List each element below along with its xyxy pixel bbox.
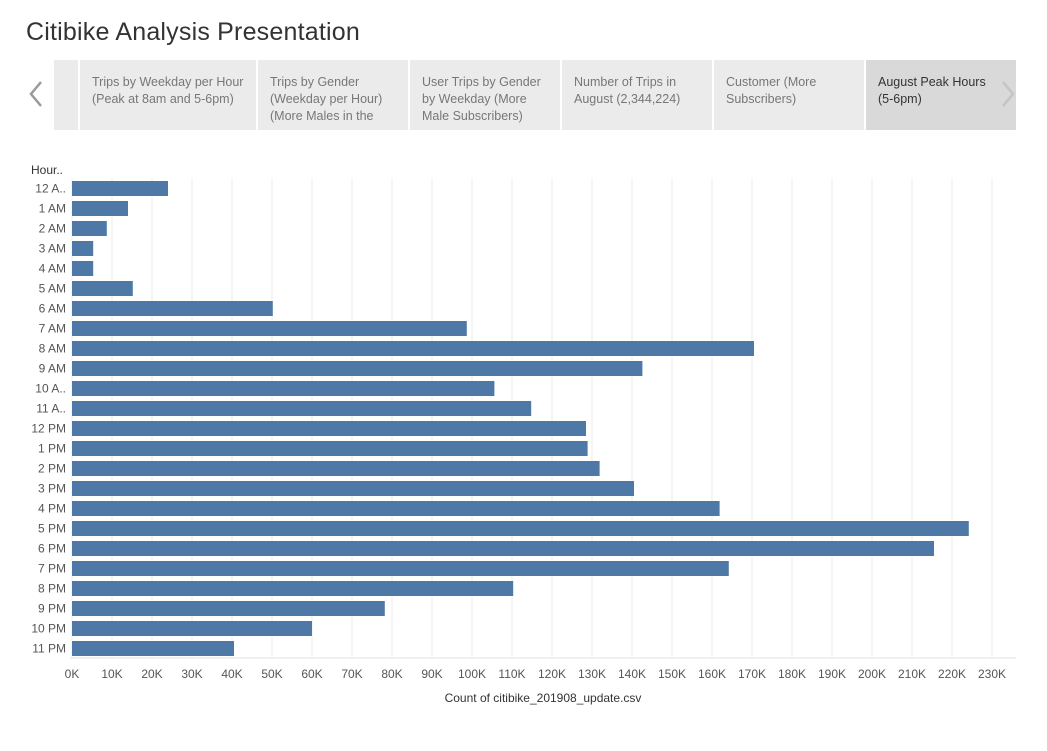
row-header: Hour..	[31, 163, 63, 177]
story-point-label: Trips by Gender (Weekday per Hour) (More…	[270, 75, 383, 123]
x-tick-label: 170K	[738, 667, 766, 681]
bar-10-a[interactable]	[72, 381, 495, 396]
row-label: 3 AM	[39, 242, 66, 256]
x-tick-label: 80K	[381, 667, 402, 681]
story-point-august-peak-hours[interactable]: August Peak Hours (5-6pm)	[866, 60, 1016, 130]
bar-6-am[interactable]	[72, 301, 273, 316]
chart-x-ticks: 0K 10K 20K 30K 40K 50K 60K 70K 80K 90K 100K 110K 120…	[65, 667, 1006, 681]
x-tick-label: 110K	[498, 667, 525, 681]
row-label: 5 AM	[39, 282, 66, 296]
row-label: 1 AM	[39, 202, 66, 216]
bar-2-am[interactable]	[72, 221, 107, 236]
row-label: 8 AM	[39, 342, 66, 356]
row-label: 11 A..	[36, 402, 66, 416]
bar-4-am[interactable]	[72, 261, 94, 276]
story-point-user-trips-by-gender[interactable]: User Trips by Gender by Weekday (More Ma…	[410, 60, 560, 130]
x-axis-title: Count of citibike_201908_update.csv	[445, 691, 642, 705]
row-label: 9 PM	[38, 602, 66, 616]
bar-3-pm[interactable]	[72, 481, 634, 496]
x-tick-label: 150K	[658, 667, 686, 681]
row-label: 6 AM	[39, 302, 66, 316]
story-point-label: Customer (More Subscribers)	[726, 75, 817, 106]
row-label: 6 PM	[38, 542, 66, 556]
bar-3-am[interactable]	[72, 241, 94, 256]
x-tick-label: 190K	[818, 667, 846, 681]
x-tick-label: 0K	[65, 667, 80, 681]
row-label: 10 A..	[35, 382, 66, 396]
story-point-trips-by-weekday[interactable]: Trips by Weekday per Hour (Peak at 8am a…	[80, 60, 256, 130]
row-label: 3 PM	[38, 482, 66, 496]
story-point-label: Number of Trips in August (2,344,224)	[574, 75, 681, 106]
row-label: 11 PM	[32, 642, 66, 656]
x-tick-label: 220K	[938, 667, 966, 681]
row-label: 8 PM	[38, 582, 66, 596]
page-title: Citibike Analysis Presentation	[26, 18, 360, 46]
bar-8-am[interactable]	[72, 341, 754, 356]
x-tick-label: 140K	[618, 667, 646, 681]
bar-2-pm[interactable]	[72, 461, 600, 476]
x-tick-label: 200K	[858, 667, 886, 681]
bar-11-pm[interactable]	[72, 641, 234, 656]
x-tick-label: 210K	[898, 667, 926, 681]
bar-9-pm[interactable]	[72, 601, 385, 616]
x-tick-label: 40K	[221, 667, 242, 681]
x-tick-label: 30K	[181, 667, 202, 681]
bar-1-pm[interactable]	[72, 441, 588, 456]
bar-5-pm[interactable]	[72, 521, 969, 536]
bar-12-pm[interactable]	[72, 421, 586, 436]
bar-7-pm[interactable]	[72, 561, 729, 576]
bar-5-am[interactable]	[72, 281, 133, 296]
chart-bars	[72, 181, 969, 656]
x-tick-label: 230K	[978, 667, 1006, 681]
chevron-left-icon[interactable]	[26, 78, 46, 110]
bar-12-a[interactable]	[72, 181, 168, 196]
x-tick-label: 90K	[421, 667, 442, 681]
row-label: 4 PM	[38, 502, 66, 516]
bar-4-pm[interactable]	[72, 501, 720, 516]
bar-1-am[interactable]	[72, 201, 128, 216]
x-tick-label: 180K	[778, 667, 806, 681]
chart-gridlines	[70, 178, 1016, 659]
story-point-blank[interactable]	[54, 60, 78, 130]
row-label: 4 AM	[39, 262, 66, 276]
row-label: 5 PM	[38, 522, 66, 536]
bar-7-am[interactable]	[72, 321, 467, 336]
row-label: 9 AM	[39, 362, 66, 376]
story-point-label: User Trips by Gender by Weekday (More Ma…	[422, 75, 541, 123]
x-tick-label: 130K	[578, 667, 606, 681]
bar-10-pm[interactable]	[72, 621, 312, 636]
story-point-label: Trips by Weekday per Hour (Peak at 8am a…	[92, 75, 244, 106]
story-point-number-of-trips[interactable]: Number of Trips in August (2,344,224)	[562, 60, 712, 130]
story-navigator: Trips by Weekday per Hour (Peak at 8am a…	[54, 60, 1016, 130]
bar-8-pm[interactable]	[72, 581, 514, 596]
bar-9-am[interactable]	[72, 361, 643, 376]
x-tick-label: 60K	[301, 667, 322, 681]
row-label: 2 PM	[38, 462, 66, 476]
x-tick-label: 160K	[698, 667, 726, 681]
row-label: 2 AM	[39, 222, 66, 236]
chevron-right-icon[interactable]	[998, 78, 1018, 110]
bar-11-a[interactable]	[72, 401, 532, 416]
x-tick-label: 10K	[101, 667, 122, 681]
row-label: 1 PM	[38, 442, 66, 456]
row-label: 7 PM	[38, 562, 66, 576]
bar-6-pm[interactable]	[72, 541, 934, 556]
x-tick-label: 120K	[538, 667, 566, 681]
x-tick-label: 50K	[261, 667, 282, 681]
row-label: 10 PM	[31, 622, 66, 636]
row-label: 7 AM	[39, 322, 66, 336]
story-point-label: August Peak Hours (5-6pm)	[878, 75, 986, 106]
row-label: 12 PM	[31, 422, 66, 436]
story-point-customer[interactable]: Customer (More Subscribers)	[714, 60, 864, 130]
x-tick-label: 70K	[341, 667, 362, 681]
x-tick-label: 100K	[458, 667, 486, 681]
story-point-trips-by-gender[interactable]: Trips by Gender (Weekday per Hour) (More…	[258, 60, 408, 130]
chart-row-labels: 12 A.. 1 AM 2 AM 3 AM 4 AM 5 AM 6 AM 7 AM 8 AM 9 …	[31, 182, 66, 656]
x-tick-label: 20K	[141, 667, 162, 681]
row-label: 12 A..	[35, 182, 66, 196]
